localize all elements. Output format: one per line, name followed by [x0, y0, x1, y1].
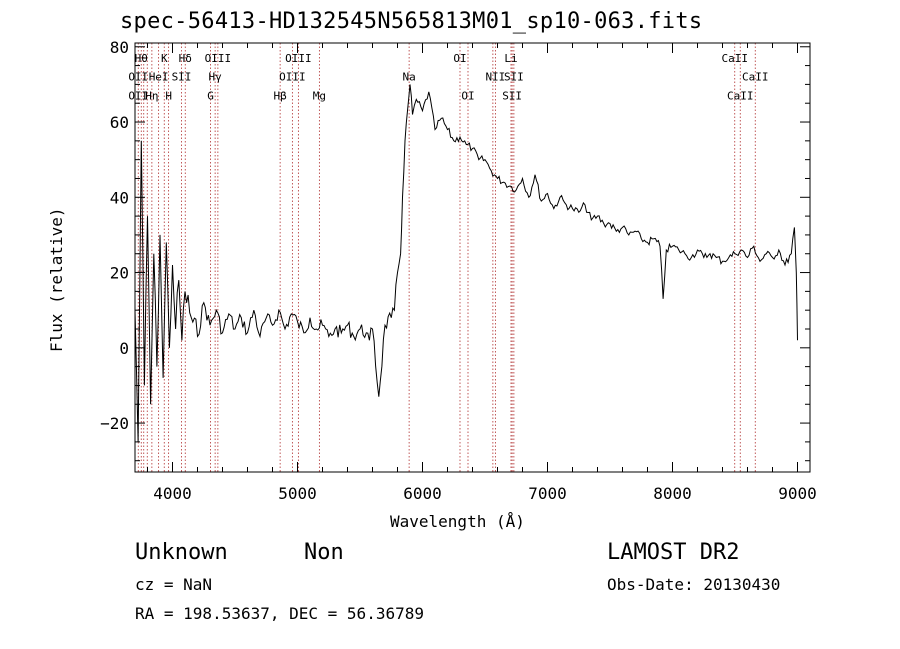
- spectrum-series: [135, 84, 798, 442]
- line-label: HeI: [149, 71, 169, 84]
- object-subclass: Non: [304, 540, 344, 565]
- x-axis-label: Wavelength (Å): [390, 512, 525, 531]
- x-tick-label: 5000: [278, 484, 317, 503]
- line-label: Hγ: [209, 71, 223, 84]
- coordinates: RA = 198.53637, DEC = 56.36789: [135, 604, 424, 623]
- x-tick-label: 4000: [153, 484, 192, 503]
- line-label: K: [161, 52, 168, 65]
- spectrum-line: [135, 84, 798, 442]
- y-tick-label: 40: [110, 188, 129, 207]
- line-label: Mg: [313, 89, 326, 102]
- x-tick-label: 6000: [403, 484, 442, 503]
- y-tick-label: 80: [110, 38, 129, 57]
- x-tick-label: 9000: [778, 484, 817, 503]
- line-label: NII: [485, 71, 505, 84]
- line-label: Hθ: [135, 52, 148, 65]
- redshift-cz: cz = NaN: [135, 575, 213, 594]
- y-tick-label: 20: [110, 264, 129, 283]
- line-label: OI: [453, 52, 466, 65]
- object-class: Unknown: [135, 540, 228, 565]
- line-label: OIII: [279, 71, 306, 84]
- y-tick-label: 60: [110, 113, 129, 132]
- y-tick-label: 0: [119, 339, 129, 358]
- y-tick-label: −20: [100, 414, 129, 433]
- x-tick-label: 8000: [653, 484, 692, 503]
- axes: 4000 5000 6000 7000 8000 9000 −20 0 20 40 60 80: [100, 38, 817, 503]
- line-label: OIII: [205, 52, 232, 65]
- line-label: Na: [403, 71, 416, 84]
- line-label: Hβ: [274, 89, 288, 102]
- plot-frame: [134, 42, 811, 473]
- line-label: CaII: [727, 89, 754, 102]
- line-label: CaII: [722, 52, 749, 65]
- emission-line-markers: [137, 43, 756, 472]
- line-label: OII: [128, 71, 148, 84]
- line-label: Hδ: [179, 52, 192, 65]
- survey-name: LAMOST DR2: [607, 540, 740, 565]
- observation-date: Obs-Date: 20130430: [607, 575, 781, 594]
- line-label: SII: [172, 71, 192, 84]
- x-tick-label: 7000: [528, 484, 567, 503]
- line-label: H: [165, 89, 172, 102]
- chart-title: spec-56413-HD132545N565813M01_sp10-063.f…: [120, 9, 703, 34]
- line-label: G: [207, 89, 214, 102]
- line-label: Li: [504, 52, 517, 65]
- line-label: SII: [502, 89, 522, 102]
- line-label: OI: [461, 89, 474, 102]
- line-label: Hη: [145, 89, 158, 102]
- line-label: OII: [128, 89, 148, 102]
- line-label: SII: [504, 71, 524, 84]
- line-label: OIII: [285, 52, 312, 65]
- line-label: CaII: [742, 71, 769, 84]
